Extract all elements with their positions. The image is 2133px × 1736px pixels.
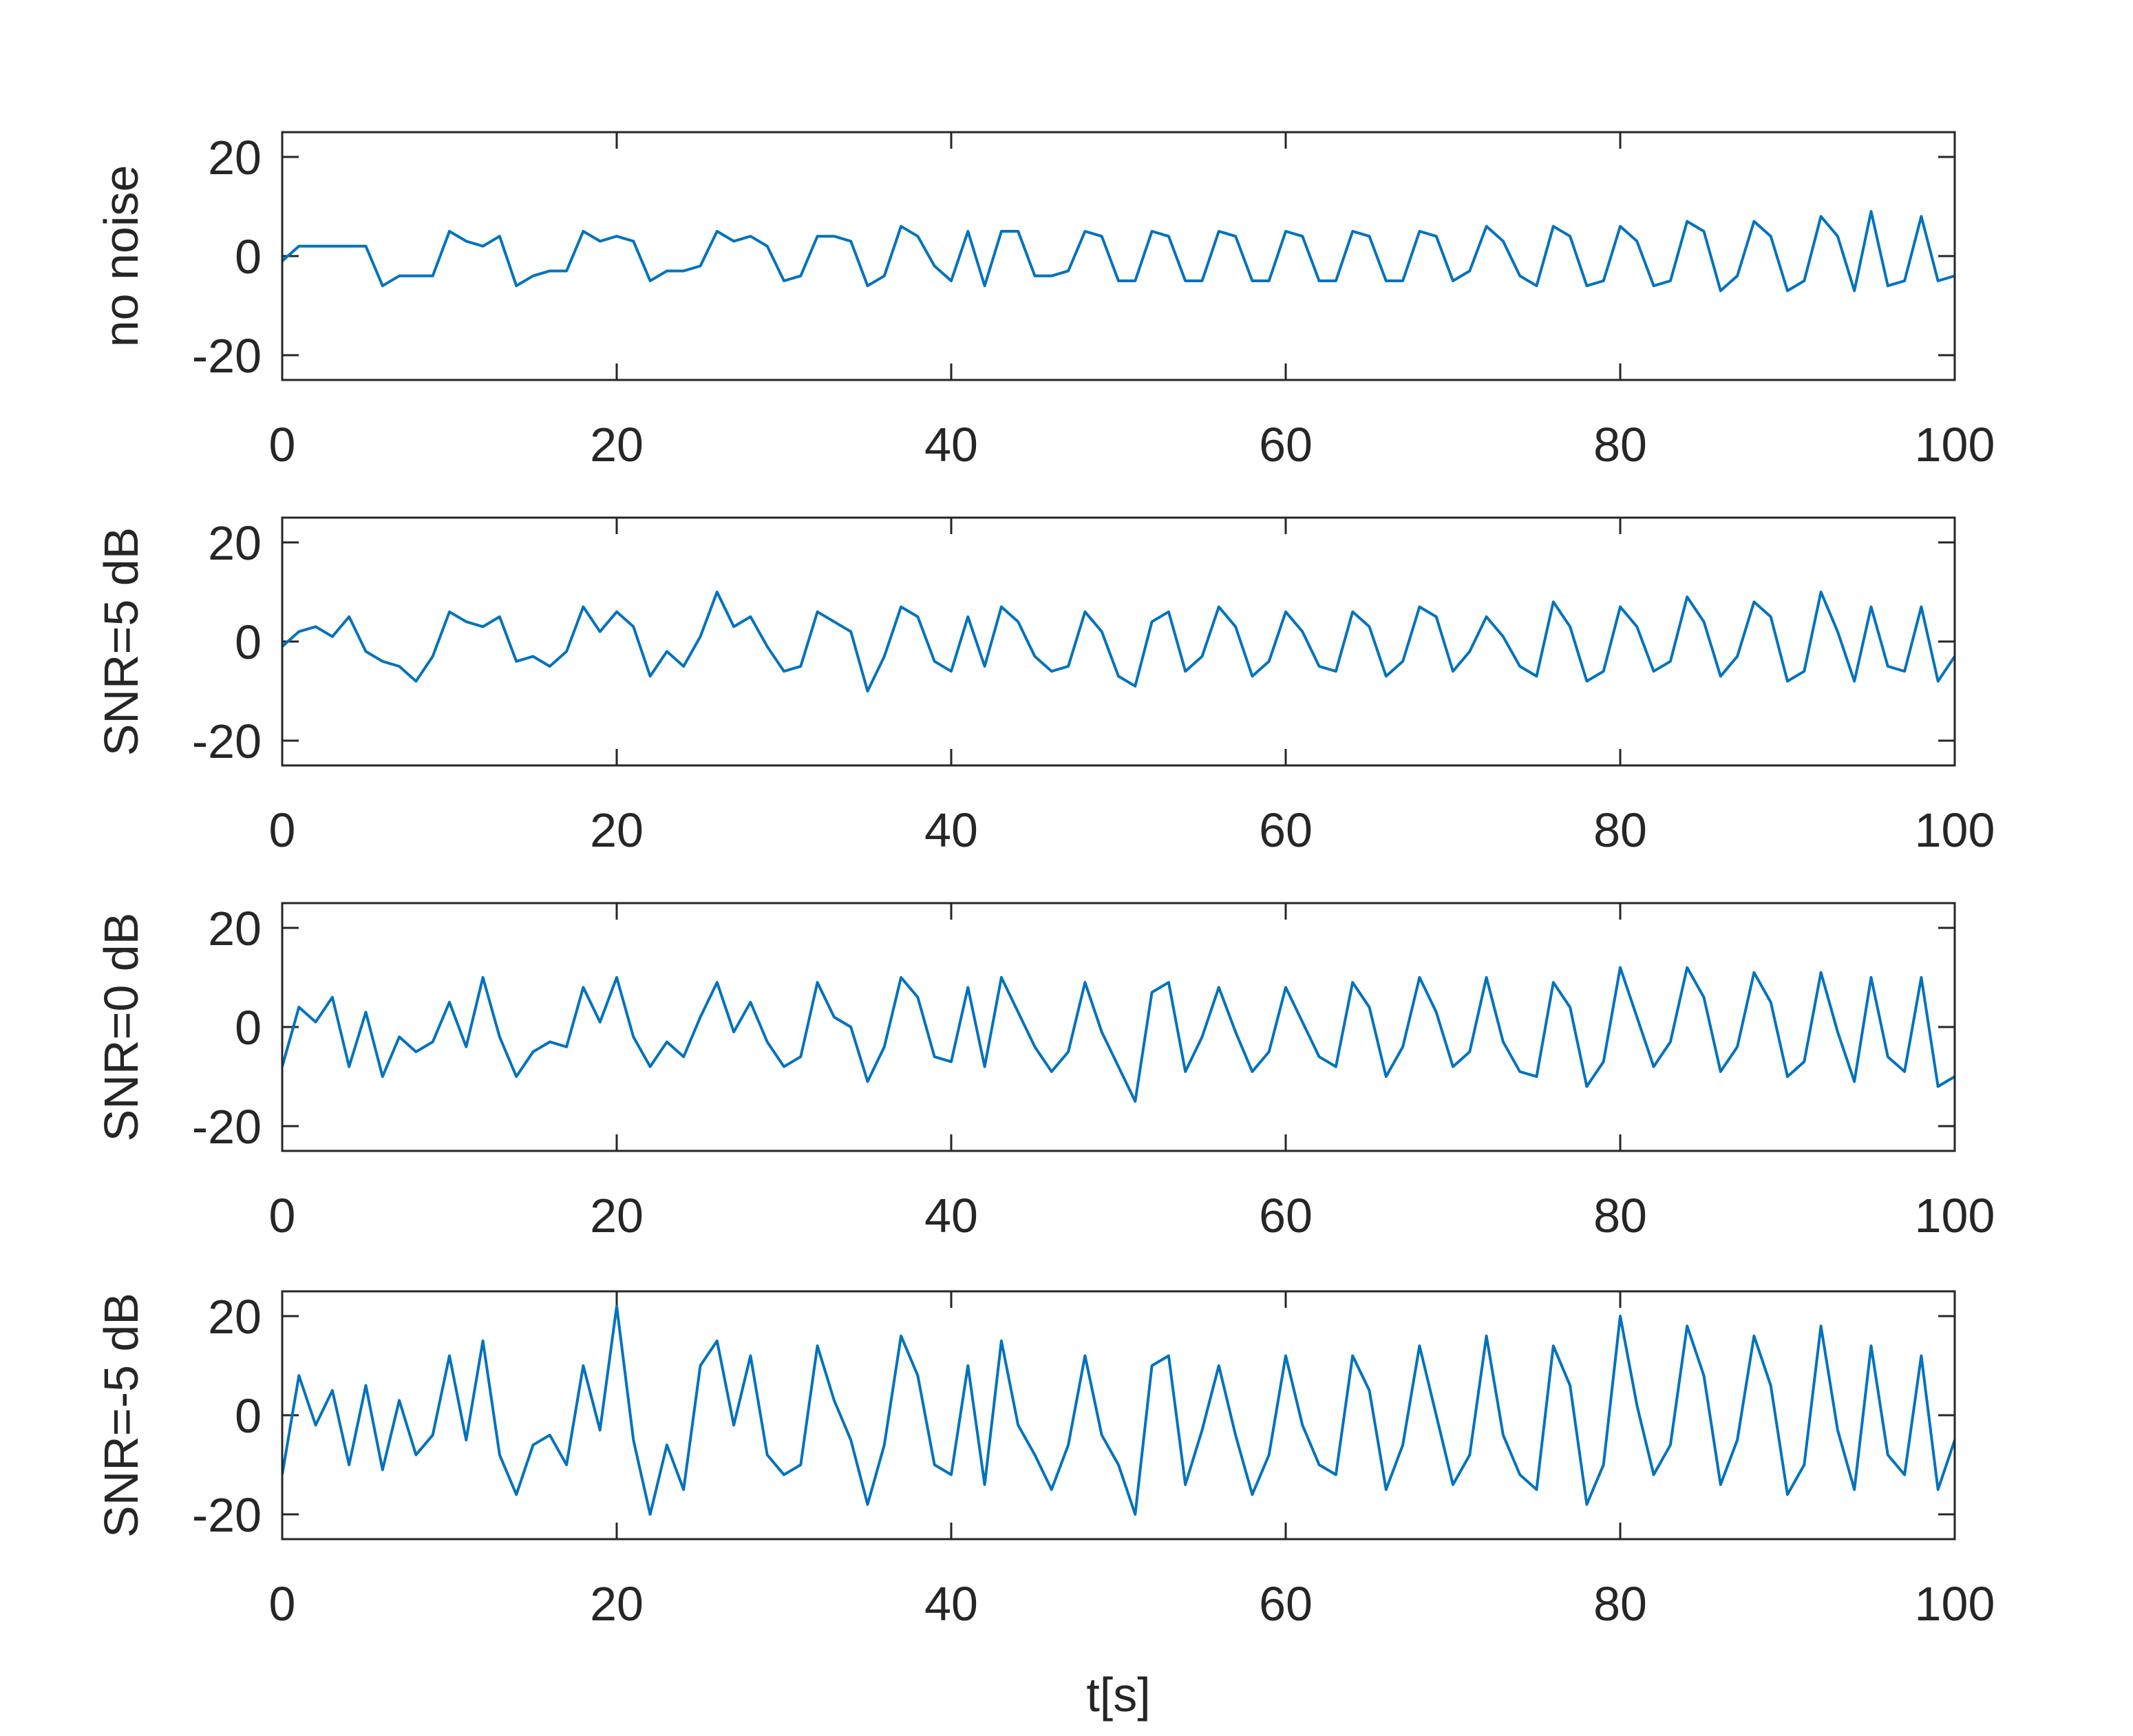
x-tick-label: 20 xyxy=(590,1577,644,1631)
y-tick-label: -20 xyxy=(192,1488,262,1542)
signal-line xyxy=(282,591,1955,692)
y-tick-label: 0 xyxy=(235,615,262,669)
y-tick-label: 0 xyxy=(235,1389,262,1443)
y-axis-label: SNR=0 dB xyxy=(94,913,148,1142)
x-tick-label: 80 xyxy=(1593,1577,1647,1631)
axes-box xyxy=(281,902,1956,1152)
y-tick-label: 0 xyxy=(235,230,262,284)
x-tick-label: 20 xyxy=(590,418,644,472)
x-tick-label: 100 xyxy=(1915,1189,1995,1242)
axes-box xyxy=(281,516,1956,767)
signal-line xyxy=(282,1304,1955,1516)
x-tick-label: 60 xyxy=(1259,1577,1313,1631)
x-tick-label: 100 xyxy=(1915,1577,1995,1631)
x-tick-label: 0 xyxy=(269,1577,296,1631)
y-tick-label: -20 xyxy=(192,329,262,383)
y-tick-label: -20 xyxy=(192,714,262,768)
y-tick-label: -20 xyxy=(192,1100,262,1154)
x-axis-label: t[s] xyxy=(1086,1668,1150,1722)
signal-line xyxy=(282,966,1955,1103)
y-tick-label: 20 xyxy=(208,1290,262,1344)
y-axis-label: SNR=5 dB xyxy=(94,527,148,756)
axes-box xyxy=(281,131,1956,381)
axes-box xyxy=(281,1290,1956,1541)
x-tick-label: 60 xyxy=(1259,1189,1313,1242)
y-tick-label: 20 xyxy=(208,131,262,184)
x-tick-label: 40 xyxy=(924,418,978,472)
x-tick-label: 60 xyxy=(1259,803,1313,857)
x-tick-label: 40 xyxy=(924,1189,978,1242)
signal-line xyxy=(282,210,1955,293)
x-tick-label: 40 xyxy=(924,803,978,857)
y-axis-label: no noise xyxy=(94,165,148,348)
x-tick-label: 20 xyxy=(590,803,644,857)
y-axis-label: SNR=-5 dB xyxy=(94,1293,148,1538)
x-tick-label: 80 xyxy=(1593,803,1647,857)
y-tick-label: 0 xyxy=(235,1001,262,1055)
x-tick-label: 0 xyxy=(269,1189,296,1242)
x-tick-label: 0 xyxy=(269,803,296,857)
x-tick-label: 0 xyxy=(269,418,296,472)
x-tick-label: 80 xyxy=(1593,418,1647,472)
y-tick-label: 20 xyxy=(208,902,262,955)
x-tick-label: 40 xyxy=(924,1577,978,1631)
x-tick-label: 100 xyxy=(1915,418,1995,472)
x-tick-label: 100 xyxy=(1915,803,1995,857)
y-tick-label: 20 xyxy=(208,516,262,570)
x-tick-label: 20 xyxy=(590,1189,644,1242)
x-tick-label: 60 xyxy=(1259,418,1313,472)
x-tick-label: 80 xyxy=(1593,1189,1647,1242)
